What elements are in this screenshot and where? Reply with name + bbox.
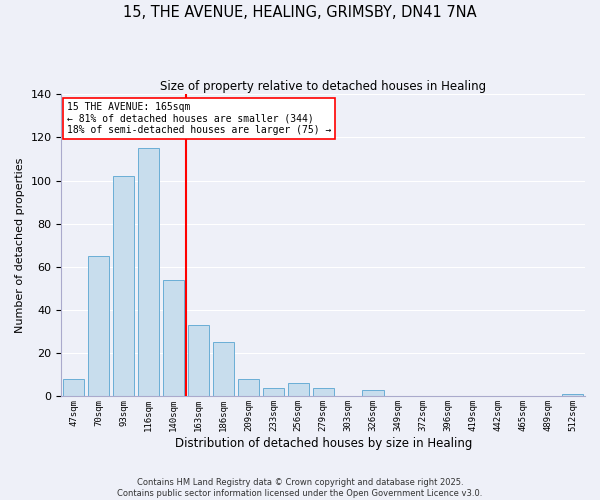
Text: Contains HM Land Registry data © Crown copyright and database right 2025.
Contai: Contains HM Land Registry data © Crown c… xyxy=(118,478,482,498)
Bar xyxy=(138,148,159,396)
Bar xyxy=(562,394,583,396)
Bar xyxy=(313,388,334,396)
Y-axis label: Number of detached properties: Number of detached properties xyxy=(15,158,25,333)
X-axis label: Distribution of detached houses by size in Healing: Distribution of detached houses by size … xyxy=(175,437,472,450)
Bar xyxy=(163,280,184,396)
Bar xyxy=(238,379,259,396)
Text: 15 THE AVENUE: 165sqm
← 81% of detached houses are smaller (344)
18% of semi-det: 15 THE AVENUE: 165sqm ← 81% of detached … xyxy=(67,102,331,135)
Bar xyxy=(113,176,134,396)
Bar xyxy=(263,388,284,396)
Bar xyxy=(63,379,85,396)
Text: 15, THE AVENUE, HEALING, GRIMSBY, DN41 7NA: 15, THE AVENUE, HEALING, GRIMSBY, DN41 7… xyxy=(123,5,477,20)
Title: Size of property relative to detached houses in Healing: Size of property relative to detached ho… xyxy=(160,80,486,93)
Bar xyxy=(287,384,309,396)
Bar xyxy=(362,390,383,396)
Bar xyxy=(188,325,209,396)
Bar xyxy=(88,256,109,396)
Bar xyxy=(213,342,234,396)
